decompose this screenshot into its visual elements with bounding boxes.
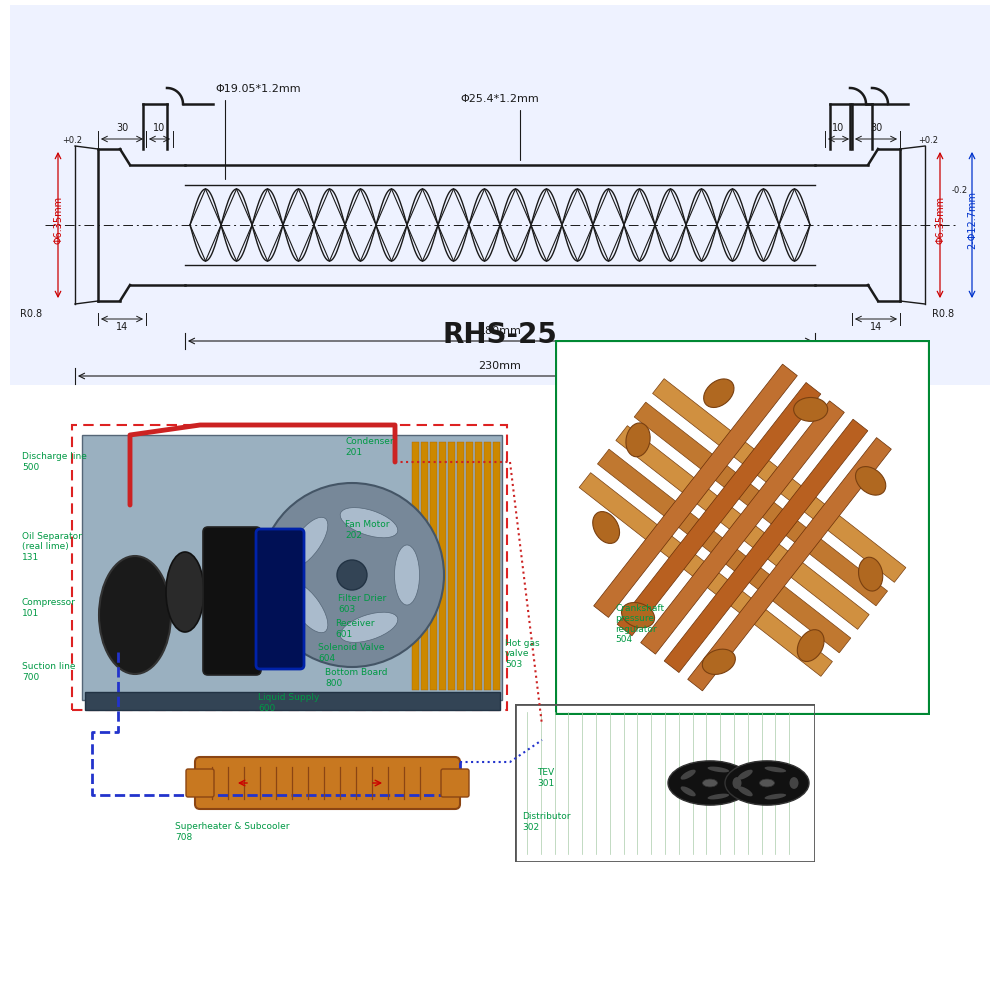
Text: 180mm: 180mm (479, 326, 521, 336)
Text: Filter Drier
603: Filter Drier 603 (338, 594, 386, 614)
Text: 14: 14 (116, 322, 128, 332)
Text: Φ19.05*1.2mm: Φ19.05*1.2mm (215, 84, 301, 179)
Text: 10: 10 (832, 123, 845, 133)
Bar (439, 442, 446, 690)
Text: TEV
301: TEV 301 (537, 768, 554, 788)
Bar (85, 692, 500, 710)
Text: 2-Φ12.7mm: 2-Φ12.7mm (967, 191, 977, 249)
Text: Discharge line
500: Discharge line 500 (22, 452, 87, 472)
Bar (466, 442, 473, 690)
Ellipse shape (340, 508, 398, 538)
Text: 10: 10 (153, 123, 166, 133)
Text: Fan Motor
202: Fan Motor 202 (345, 520, 390, 540)
Text: Distributor
302: Distributor 302 (522, 812, 570, 832)
Ellipse shape (166, 552, 204, 632)
Text: Hot gas
valve
503: Hot gas valve 503 (505, 639, 540, 669)
Bar (448, 442, 455, 690)
Bar (82, 435, 502, 700)
Text: Oil Separator
(real lime)
131: Oil Separator (real lime) 131 (22, 532, 82, 562)
Text: RHS-25: RHS-25 (443, 321, 557, 349)
Text: Crankshaft
pressure
regulator
504: Crankshaft pressure regulator 504 (615, 604, 664, 644)
FancyBboxPatch shape (256, 529, 304, 669)
Bar (457, 442, 464, 690)
Bar (412, 442, 419, 690)
Text: 30: 30 (116, 123, 128, 133)
FancyBboxPatch shape (441, 769, 469, 797)
Ellipse shape (394, 545, 420, 605)
Text: Φ25.4*1.2mm: Φ25.4*1.2mm (460, 94, 539, 160)
Text: Receiver
601: Receiver 601 (335, 619, 374, 639)
Text: Suction line
700: Suction line 700 (22, 662, 76, 682)
Bar (475, 442, 482, 690)
Text: R0.8: R0.8 (932, 309, 954, 319)
Circle shape (337, 560, 367, 590)
Text: Superheater & Subcooler
708: Superheater & Subcooler 708 (175, 822, 290, 842)
FancyBboxPatch shape (186, 769, 214, 797)
Text: 230mm: 230mm (479, 361, 521, 371)
Ellipse shape (287, 517, 328, 568)
Ellipse shape (99, 556, 171, 674)
Text: Bottom Board
800: Bottom Board 800 (325, 668, 388, 688)
Text: Solenoid Valve
604: Solenoid Valve 604 (318, 643, 384, 663)
Bar (430, 442, 437, 690)
Text: Condenser
201: Condenser 201 (345, 437, 394, 457)
Text: Liquid Supply
600: Liquid Supply 600 (258, 693, 319, 713)
Circle shape (260, 483, 444, 667)
Text: -0.2: -0.2 (952, 186, 968, 195)
Text: Φ6.35mm: Φ6.35mm (935, 196, 945, 244)
Text: R0.8: R0.8 (20, 309, 42, 319)
Bar (421, 442, 428, 690)
Bar (484, 442, 491, 690)
Bar (493, 442, 500, 690)
FancyBboxPatch shape (203, 527, 261, 675)
Ellipse shape (340, 612, 398, 642)
Text: 30: 30 (870, 123, 882, 133)
Text: +0.2: +0.2 (62, 136, 82, 145)
Text: Compressor
101: Compressor 101 (22, 598, 76, 618)
Text: Φ6.35mm: Φ6.35mm (53, 196, 63, 244)
Text: 14: 14 (870, 322, 882, 332)
Bar (10, 5, 990, 385)
FancyBboxPatch shape (195, 757, 460, 809)
Text: +0.2: +0.2 (918, 136, 938, 145)
Ellipse shape (287, 582, 328, 633)
